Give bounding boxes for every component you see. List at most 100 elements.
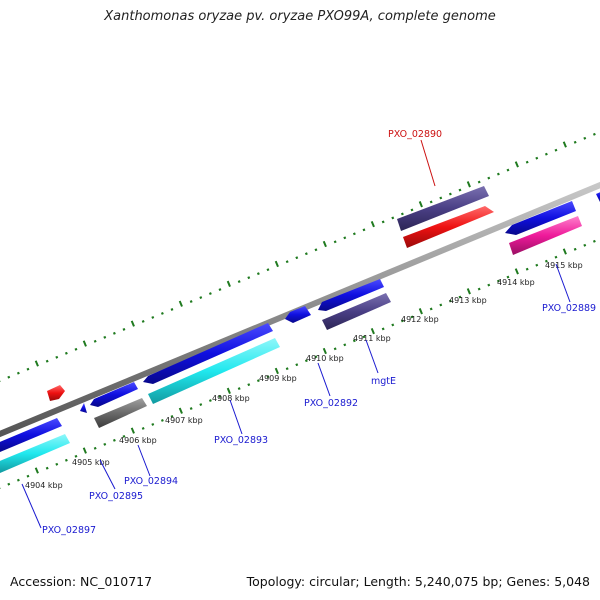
major-tick — [466, 288, 471, 295]
gene-PXO_02893-forward[interactable] — [143, 323, 273, 384]
minor-tick — [247, 383, 251, 387]
gene-tiny-blue[interactable] — [80, 403, 87, 413]
minor-tick — [103, 335, 107, 339]
leader-PXO_02897 — [21, 483, 42, 529]
minor-tick — [7, 482, 11, 486]
minor-tick — [352, 232, 356, 236]
minor-tick — [535, 156, 539, 160]
minor-tick — [304, 252, 308, 256]
kbp-label: 4905 kbp — [72, 458, 110, 467]
minor-tick — [343, 343, 347, 347]
minor-tick — [458, 295, 462, 299]
kbp-label: 4914 kbp — [497, 278, 535, 287]
gene-small-red[interactable] — [47, 385, 65, 401]
minor-tick — [208, 399, 212, 402]
gene-mgtE[interactable] — [318, 279, 384, 311]
gene-PXO_02897[interactable] — [0, 418, 62, 452]
minor-tick — [266, 268, 270, 272]
minor-tick — [45, 466, 49, 470]
major-tick — [82, 447, 87, 454]
accession-text: Accession: NC_010717 — [10, 574, 153, 589]
minor-tick — [295, 363, 299, 367]
minor-tick — [74, 454, 78, 458]
gene-PXO_02890[interactable] — [403, 206, 494, 248]
gene-PXO_02889[interactable] — [509, 216, 582, 255]
minor-tick — [573, 247, 577, 251]
major-tick — [178, 407, 183, 414]
gene-leader-lines — [21, 139, 571, 529]
gene-label-mgtE[interactable]: mgtE — [371, 376, 396, 387]
minor-tick — [487, 176, 491, 180]
gene-label-PXO_02892[interactable]: PXO_02892 — [304, 398, 358, 409]
major-tick — [514, 268, 519, 275]
reverse-strand-genes — [0, 206, 582, 473]
leader-PXO_02895 — [99, 459, 116, 490]
gene-PXO_02889-forward[interactable] — [505, 201, 576, 235]
minor-tick — [381, 220, 385, 224]
gene-label-PXO_02889[interactable]: PXO_02889 — [542, 303, 596, 314]
kbp-label: 4904 kbp — [25, 481, 63, 490]
major-tick — [562, 141, 567, 148]
minor-tick — [304, 359, 308, 363]
minor-tick — [237, 387, 241, 391]
gene-navy-reverse[interactable] — [322, 293, 391, 330]
minor-tick — [362, 228, 366, 232]
minor-tick — [314, 355, 318, 359]
minor-tick — [381, 327, 385, 331]
minor-tick — [151, 423, 155, 426]
minor-tick — [170, 308, 174, 311]
inner-tick-ring — [0, 239, 596, 489]
gene-navy-forward[interactable] — [397, 186, 489, 231]
minor-tick — [208, 292, 212, 295]
gene-label-PXO_02894[interactable]: PXO_02894 — [124, 476, 178, 487]
gene-label-PXO_02897[interactable]: PXO_02897 — [42, 525, 96, 536]
gene-label-PXO_02893[interactable]: PXO_02893 — [214, 435, 268, 446]
major-tick — [514, 161, 519, 168]
major-tick — [562, 248, 567, 255]
major-tick — [370, 327, 375, 335]
gene-edge-right[interactable] — [596, 190, 600, 202]
leader-PXO_02892 — [317, 362, 331, 397]
minor-tick — [64, 351, 68, 355]
minor-tick — [352, 339, 356, 343]
leader-PXO_02894 — [137, 444, 151, 477]
minor-tick — [544, 259, 548, 263]
major-tick — [34, 360, 39, 367]
minor-tick — [343, 236, 347, 240]
minor-tick — [400, 319, 404, 323]
major-tick — [322, 240, 327, 248]
minor-tick — [103, 442, 107, 446]
minor-tick — [592, 239, 596, 243]
major-tick — [370, 220, 375, 228]
kbp-label: 4915 kbp — [545, 261, 583, 270]
gene-cyan-left[interactable] — [0, 434, 70, 473]
minor-tick — [199, 296, 203, 299]
gene-label-PXO_02895[interactable]: PXO_02895 — [89, 491, 143, 502]
minor-tick — [189, 407, 193, 410]
minor-tick — [237, 280, 241, 284]
kbp-label: 4909 kbp — [259, 374, 297, 383]
gene-gray[interactable] — [94, 398, 147, 428]
major-tick — [130, 427, 135, 434]
minor-tick — [218, 288, 222, 292]
minor-tick — [141, 319, 145, 323]
gene-PXO_02894-forward[interactable] — [90, 382, 138, 407]
minor-tick — [160, 312, 164, 315]
kbp-label: 4910 kbp — [306, 354, 344, 363]
major-tick — [466, 181, 471, 188]
minor-tick — [218, 395, 222, 399]
major-tick — [322, 347, 327, 355]
minor-tick — [256, 272, 260, 276]
gene-small-blue-a[interactable] — [285, 306, 311, 323]
minor-tick — [487, 283, 491, 287]
leader-mgtE — [365, 339, 379, 374]
minor-tick — [295, 256, 299, 260]
minor-tick — [448, 299, 452, 303]
minor-tick — [16, 478, 20, 482]
minor-tick — [26, 367, 30, 371]
kbp-label: 4908 kbp — [212, 394, 250, 403]
gene-cyan-long[interactable] — [148, 338, 280, 404]
gene-label-PXO_02890[interactable]: PXO_02890 — [388, 129, 442, 140]
kbp-scale: 4904 kbp 4905 kbp 4906 kbp 4907 kbp 4908… — [25, 261, 583, 490]
